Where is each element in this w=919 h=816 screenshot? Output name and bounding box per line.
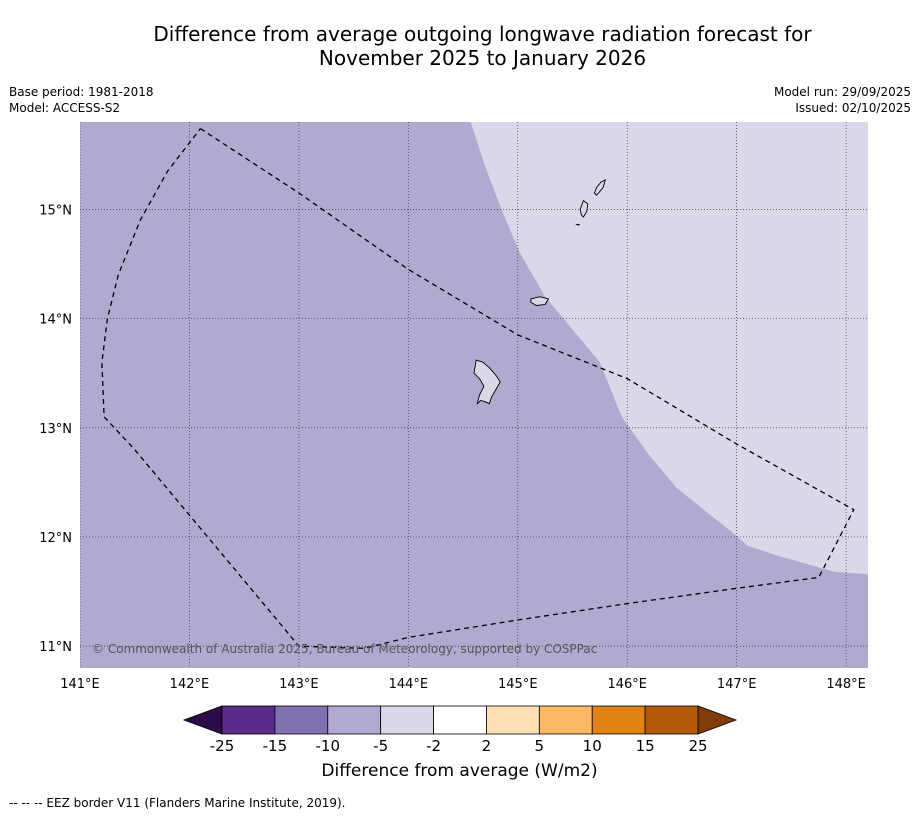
colorbar-tick-label: 5 <box>535 737 545 755</box>
colorbar-tick-label: -10 <box>316 737 341 755</box>
colorbar-extend-high <box>697 705 738 735</box>
lon-tick-label: 141°E <box>60 677 100 692</box>
colorbar-tick-label: 15 <box>636 737 655 755</box>
model-name: Model: ACCESS-S2 <box>9 101 121 115</box>
island-rota <box>530 296 550 306</box>
copyright-text: © Commonwealth of Australia 2025, Bureau… <box>92 642 597 656</box>
colorbar-segment <box>221 705 276 735</box>
metadata-left: Base period: 1981-2018 Model: ACCESS-S2 <box>9 84 154 116</box>
colorbar-tick-label: 25 <box>688 737 707 755</box>
latitude-labels: 11°N 12°N 13°N 14°N 15°N <box>39 203 72 655</box>
lat-tick-label: 11°N <box>39 640 72 655</box>
title-line-1: Difference from average outgoing longwav… <box>153 22 812 46</box>
colorbar-extend-low <box>182 705 223 735</box>
lon-tick-label: 143°E <box>279 677 319 692</box>
lat-tick-label: 12°N <box>39 531 72 546</box>
island-guam <box>473 359 501 406</box>
chart-title: Difference from average outgoing longwav… <box>80 22 885 70</box>
model-run: Model run: 29/09/2025 <box>773 85 911 99</box>
colorbar-segment <box>274 705 329 735</box>
lat-tick-label: 15°N <box>39 203 72 218</box>
colorbar-segment <box>327 705 382 735</box>
colorbar-tick-label: -2 <box>426 737 441 755</box>
island-tinian <box>579 199 589 218</box>
colorbar-tick-label: -25 <box>210 737 235 755</box>
colorbar-segment <box>591 705 646 735</box>
base-period: Base period: 1981-2018 <box>9 85 154 99</box>
island-aguijan <box>575 224 581 227</box>
colorbar-tick-label: -15 <box>263 737 288 755</box>
colorbar-segment <box>486 705 540 735</box>
colorbar-tick-label: 2 <box>482 737 492 755</box>
colorbar: -25 -15 -10 -5 -2 2 5 10 15 25 <box>182 705 738 755</box>
lon-tick-label: 145°E <box>498 677 538 692</box>
lon-tick-label: 146°E <box>607 677 647 692</box>
footer-note: -- -- -- EEZ border V11 (Flanders Marine… <box>9 796 346 810</box>
lat-tick-label: 14°N <box>39 313 72 328</box>
colorbar-tick-label: -5 <box>373 737 388 755</box>
title-line-2: November 2025 to January 2026 <box>318 46 647 70</box>
lon-tick-label: 144°E <box>389 677 429 692</box>
colorbar-segment <box>380 705 434 735</box>
lon-tick-label: 148°E <box>826 677 866 692</box>
lon-tick-label: 142°E <box>170 677 210 692</box>
island-saipan <box>593 179 607 196</box>
lon-tick-label: 147°E <box>717 677 757 692</box>
lighter-anomaly-region <box>470 122 868 575</box>
graticule <box>80 122 868 668</box>
lat-tick-label: 13°N <box>39 422 72 437</box>
metadata-right: Model run: 29/09/2025 Issued: 02/10/2025 <box>774 84 911 116</box>
longitude-labels: 141°E 142°E 143°E 144°E 145°E 146°E 147°E 148°E <box>60 677 866 692</box>
issued-date: Issued: 02/10/2025 <box>795 101 911 115</box>
colorbar-segment <box>644 705 699 735</box>
colorbar-tick-label: 10 <box>583 737 602 755</box>
eez-border <box>101 128 855 649</box>
colorbar-segment <box>538 705 593 735</box>
colorbar-label: Difference from average (W/m2) <box>321 761 598 781</box>
coastlines <box>473 179 607 406</box>
colorbar-segment <box>433 705 487 735</box>
